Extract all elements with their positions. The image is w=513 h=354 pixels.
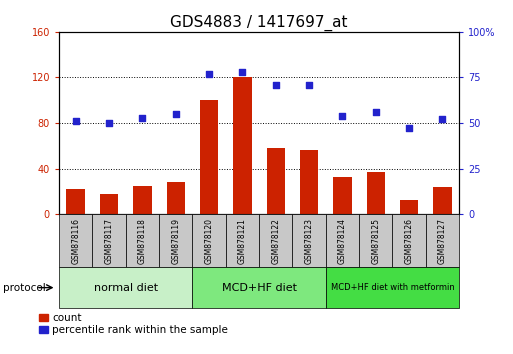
Bar	[392, 214, 426, 267]
Text: GSM878122: GSM878122	[271, 218, 280, 264]
Bar	[100, 194, 118, 214]
Bar	[59, 214, 92, 267]
Bar	[92, 214, 126, 267]
Bar	[133, 186, 151, 214]
Bar	[259, 214, 292, 267]
Text: GSM878127: GSM878127	[438, 218, 447, 264]
Text: GSM878123: GSM878123	[305, 218, 313, 264]
Point	[271, 82, 280, 87]
Point	[305, 82, 313, 87]
Title: GDS4883 / 1417697_at: GDS4883 / 1417697_at	[170, 14, 348, 30]
Bar	[192, 214, 226, 267]
Point	[71, 118, 80, 124]
Bar	[67, 189, 85, 214]
Point	[105, 120, 113, 126]
Bar	[433, 187, 451, 214]
Text: GSM878117: GSM878117	[105, 218, 113, 264]
Bar	[159, 214, 192, 267]
Text: GSM878120: GSM878120	[205, 218, 213, 264]
Bar	[226, 214, 259, 267]
Text: MCD+HF diet with metformin: MCD+HF diet with metformin	[330, 283, 455, 292]
Bar	[333, 177, 351, 214]
Point	[438, 116, 446, 122]
Point	[238, 69, 246, 75]
Bar	[326, 214, 359, 267]
Text: GSM878116: GSM878116	[71, 218, 80, 264]
Text: normal diet: normal diet	[93, 282, 158, 293]
Text: GSM878124: GSM878124	[338, 218, 347, 264]
Point	[338, 113, 346, 119]
Bar	[300, 150, 318, 214]
Bar	[233, 78, 251, 214]
Bar	[200, 100, 218, 214]
Text: GSM878118: GSM878118	[138, 218, 147, 264]
Bar	[167, 182, 185, 214]
Point	[371, 109, 380, 115]
Bar	[359, 214, 392, 267]
Point	[405, 126, 413, 131]
Bar	[267, 148, 285, 214]
Text: GSM878125: GSM878125	[371, 218, 380, 264]
Text: MCD+HF diet: MCD+HF diet	[222, 282, 297, 293]
Point	[171, 111, 180, 117]
Text: GSM878126: GSM878126	[405, 218, 413, 264]
Bar	[59, 267, 192, 308]
Bar	[326, 267, 459, 308]
Bar	[367, 172, 385, 214]
Bar	[400, 200, 418, 214]
Text: protocol: protocol	[3, 282, 45, 293]
Text: GSM878121: GSM878121	[238, 218, 247, 264]
Text: GSM878119: GSM878119	[171, 218, 180, 264]
Point	[205, 71, 213, 76]
Bar	[426, 214, 459, 267]
Legend: count, percentile rank within the sample: count, percentile rank within the sample	[38, 313, 228, 335]
Bar	[126, 214, 159, 267]
Bar	[292, 214, 326, 267]
Bar	[192, 267, 326, 308]
Point	[138, 115, 146, 120]
